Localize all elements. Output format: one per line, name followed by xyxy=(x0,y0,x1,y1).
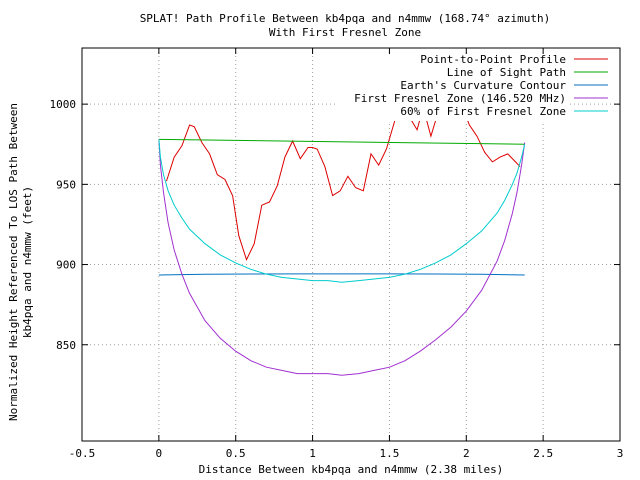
series-line-2 xyxy=(158,273,525,276)
x-axis-label: Distance Between kb4pqa and n4mmw (2.38 … xyxy=(199,463,504,476)
y-tick-label: 850 xyxy=(56,339,76,352)
x-tick-label: -0.5 xyxy=(69,447,96,460)
x-tick-label: 3 xyxy=(617,447,624,460)
chart-title: SPLAT! Path Profile Between kb4pqa and n… xyxy=(140,12,551,25)
legend-label: Line of Sight Path xyxy=(447,66,566,79)
x-tick-label: 1 xyxy=(309,447,316,460)
data-series xyxy=(158,96,526,376)
y-axis-label-line1: Normalized Height Referenced To LOS Path… xyxy=(7,103,20,421)
x-tick-label: 2.5 xyxy=(533,447,553,460)
axis-ticks: -0.5 0 0.5 1 1.5 2 2.5 3 850 900 950 1000 xyxy=(50,48,624,460)
legend-background xyxy=(338,54,570,121)
x-tick-label: 1.5 xyxy=(379,447,399,460)
x-tick-label: 0.5 xyxy=(226,447,246,460)
plot-border xyxy=(81,47,621,442)
legend-label: Point-to-Point Profile xyxy=(420,53,566,66)
series-line-1 xyxy=(158,138,525,145)
series-line-3 xyxy=(158,139,526,376)
x-tick-label: 2 xyxy=(463,447,470,460)
y-tick-label: 950 xyxy=(56,178,76,191)
legend-label: Earth's Curvature Contour xyxy=(400,79,566,92)
y-tick-label: 1000 xyxy=(50,98,77,111)
legend-label: 60% of First Fresnel Zone xyxy=(400,105,566,118)
x-tick-label: 0 xyxy=(156,447,163,460)
series-line-4 xyxy=(158,139,526,283)
series-line-0 xyxy=(166,96,521,262)
legend-label: First Fresnel Zone (146.520 MHz) xyxy=(354,92,566,105)
chart-subtitle: With First Fresnel Zone xyxy=(269,26,421,39)
y-tick-label: 900 xyxy=(56,259,76,272)
y-axis-label-line2: kb4pqa and n4mmw (feet) xyxy=(21,186,34,338)
